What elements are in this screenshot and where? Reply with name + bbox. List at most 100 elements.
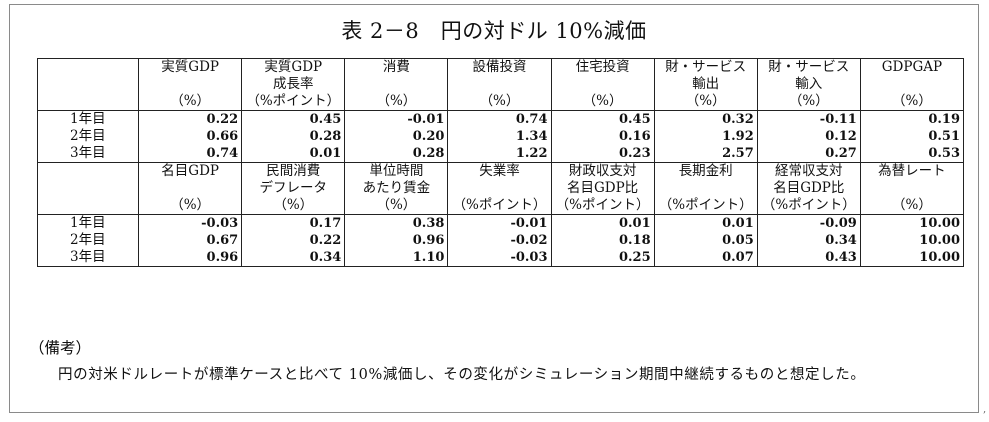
row-label: 3年目 xyxy=(36,249,140,267)
value-cell: 0.74 xyxy=(447,110,552,128)
column-header-line2: 名目GDP比 xyxy=(566,180,639,196)
value-cell: 0.66 xyxy=(138,128,243,145)
column-header-unit: （%ポイント） xyxy=(658,197,753,213)
value-cell: 0.18 xyxy=(550,232,655,249)
value-cell: 0.53 xyxy=(859,145,965,163)
value-cell: -0.03 xyxy=(447,249,552,267)
value-cell: 10.00 xyxy=(859,249,965,267)
column-header-unit: （%ポイント） xyxy=(452,197,547,213)
simulation-table: 実質GDP （%） 実質GDP 成長率 （%ポイント） 消費 （%） 設備投資 （%） 住宅投資（… xyxy=(36,58,965,267)
value-cell: 0.27 xyxy=(756,145,861,163)
column-header: 民間消費 デフレータ （%） xyxy=(241,162,346,215)
column-header-line2: 輸入 xyxy=(795,76,823,92)
column-header-line1: 消費 xyxy=(382,59,410,76)
value-cell: 0.34 xyxy=(241,249,346,267)
column-header-line1: 財・サービス xyxy=(768,59,850,76)
column-header-unit: （%） xyxy=(376,197,417,213)
column-header-line2: デフレータ xyxy=(259,180,328,196)
value-cell: 0.96 xyxy=(344,232,449,249)
column-header-unit: （%ポイント） xyxy=(246,93,341,109)
column-header: 消費 （%） xyxy=(344,58,449,111)
value-cell: 1.22 xyxy=(447,145,552,163)
column-header-line1: 財・サービス xyxy=(665,59,747,76)
column-header-unit: （%ポイント） xyxy=(761,197,856,213)
value-cell: 0.38 xyxy=(344,214,449,232)
column-header-line2: 成長率 xyxy=(273,76,314,92)
column-header-line1: 単位時間 xyxy=(369,163,424,180)
column-header-unit: （%） xyxy=(273,197,314,213)
column-header-line1: 失業率 xyxy=(479,163,520,180)
value-cell: -0.11 xyxy=(756,110,861,128)
row-label: 1年目 xyxy=(36,214,140,232)
value-cell: 0.28 xyxy=(241,128,346,145)
value-cell: 0.43 xyxy=(756,249,861,267)
value-cell: -0.01 xyxy=(447,214,552,232)
row-label: 3年目 xyxy=(36,145,140,163)
column-header-unit: （%） xyxy=(170,93,211,109)
header-corner-cell xyxy=(36,58,140,111)
value-cell: 0.22 xyxy=(241,232,346,249)
column-header: 実質GDP （%） xyxy=(138,58,243,111)
column-header-line2 xyxy=(142,180,238,197)
value-cell: 0.16 xyxy=(550,128,655,145)
value-cell: -0.01 xyxy=(344,110,449,128)
value-cell: 0.19 xyxy=(859,110,965,128)
value-cell: 0.07 xyxy=(653,249,758,267)
column-header-line1: 長期金利 xyxy=(678,163,733,180)
value-cell: 0.45 xyxy=(241,110,346,128)
value-cell: 0.12 xyxy=(756,128,861,145)
value-cell: -0.09 xyxy=(756,214,861,232)
column-header-line2 xyxy=(658,180,754,197)
column-header: 経常収支対 名目GDP比 （%ポイント） xyxy=(756,162,861,215)
value-cell: 1.34 xyxy=(447,128,552,145)
value-cell: 1.92 xyxy=(653,128,758,145)
table-row: 1年目 -0.03 0.17 0.38 -0.01 0.01 0.01 -0.09 10.00 xyxy=(36,214,965,232)
column-header: GDPGAP （%） xyxy=(859,58,965,111)
column-header: 設備投資 （%） xyxy=(447,58,552,111)
column-header-line1: GDPGAP xyxy=(881,59,943,76)
table-row: 2年目 0.67 0.22 0.96 -0.02 0.18 0.05 0.34 10.00 xyxy=(36,232,965,249)
column-header-line1: 財政収支対 xyxy=(568,163,637,180)
value-cell: 0.74 xyxy=(138,145,243,163)
value-cell: 0.96 xyxy=(138,249,243,267)
value-cell: 0.32 xyxy=(653,110,758,128)
value-cell: 0.25 xyxy=(550,249,655,267)
column-header: 財・サービス 輸入 （%） xyxy=(756,58,861,111)
column-header-line2 xyxy=(555,76,651,93)
table-row: 1年目 0.22 0.45 -0.01 0.74 0.45 0.32 -0.11 0.19 xyxy=(36,110,965,128)
value-cell: 0.01 xyxy=(653,214,758,232)
document-frame: 表 2－8 円の対ドル 10%減価 実質GDP （%） 実質GDP 成長率 （%ポイント… xyxy=(9,4,979,413)
table-title: 表 2－8 円の対ドル 10%減価 xyxy=(341,19,647,43)
value-cell: 0.05 xyxy=(653,232,758,249)
column-header-unit: （%） xyxy=(479,93,520,109)
column-header-line2: 名目GDP比 xyxy=(773,180,845,196)
column-header-unit: （%ポイント） xyxy=(555,197,650,213)
edge-mark: , xyxy=(983,404,987,415)
column-header: 長期金利 （%ポイント） xyxy=(653,162,758,215)
column-header-line2 xyxy=(142,76,238,93)
column-header: 失業率 （%ポイント） xyxy=(447,162,552,215)
value-cell: 0.34 xyxy=(756,232,861,249)
header-corner-cell xyxy=(36,162,140,215)
value-cell: 0.22 xyxy=(138,110,243,128)
column-header-line1: 民間消費 xyxy=(266,163,321,180)
column-header-line2 xyxy=(451,180,547,197)
column-header-unit: （%） xyxy=(892,197,932,213)
column-header-line1: 実質GDP xyxy=(161,59,219,76)
value-cell: 0.51 xyxy=(859,128,965,145)
value-cell: 1.10 xyxy=(344,249,449,267)
column-header-line1: 設備投資 xyxy=(472,59,527,76)
row-label: 2年目 xyxy=(36,128,140,145)
column-header-unit: （%） xyxy=(582,93,623,109)
column-header-unit: （%） xyxy=(892,93,932,109)
column-header-line2 xyxy=(864,180,960,197)
column-header-line1: 経常収支対 xyxy=(775,163,843,180)
column-header-line1: 名目GDP xyxy=(161,163,219,180)
column-header-line1: 実質GDP xyxy=(264,59,323,76)
column-header: 住宅投資 （%） xyxy=(550,58,655,111)
notes-heading: （備考） xyxy=(29,339,92,357)
column-header-line2: 輸出 xyxy=(692,76,720,92)
value-cell: 0.17 xyxy=(241,214,346,232)
column-header: 財・サービス 輸出 （%） xyxy=(653,58,758,111)
value-cell: -0.03 xyxy=(138,214,243,232)
